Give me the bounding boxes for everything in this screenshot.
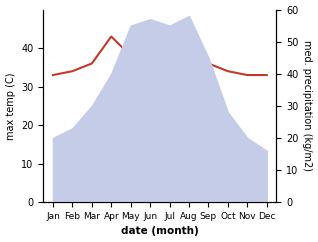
X-axis label: date (month): date (month) [121,227,199,236]
Y-axis label: med. precipitation (kg/m2): med. precipitation (kg/m2) [302,40,313,171]
Y-axis label: max temp (C): max temp (C) [5,72,16,140]
